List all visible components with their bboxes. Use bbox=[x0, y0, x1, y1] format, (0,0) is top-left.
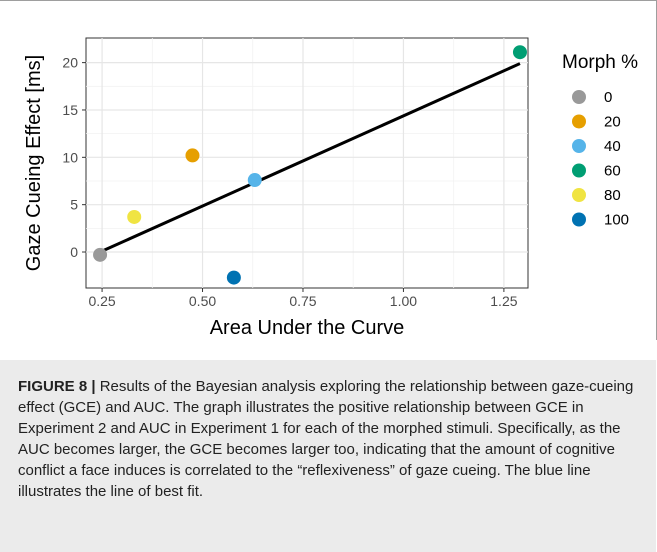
y-axis-label: Gaze Cueing Effect [ms] bbox=[23, 55, 45, 271]
figure-caption: FIGURE 8 | Results of the Bayesian analy… bbox=[18, 376, 643, 502]
data-point-60 bbox=[512, 45, 527, 60]
legend-key-60 bbox=[572, 163, 586, 178]
data-points bbox=[93, 45, 527, 285]
x-axis-label: Area Under the Curve bbox=[210, 317, 405, 339]
y-tick-label: 5 bbox=[70, 197, 78, 213]
data-point-40 bbox=[247, 173, 262, 188]
x-tick-label: 1.00 bbox=[390, 293, 417, 309]
y-tick-label: 0 bbox=[70, 244, 78, 260]
y-tick-label: 15 bbox=[62, 102, 78, 118]
legend: 0 20 40 60 80 100 bbox=[572, 89, 629, 229]
legend-key-40 bbox=[572, 139, 586, 153]
x-tick-label: 1.25 bbox=[490, 293, 517, 309]
y-tick-label: 10 bbox=[62, 149, 78, 165]
x-axis: 0.25 0.50 0.75 1.00 1.25 bbox=[88, 288, 518, 309]
caption-box bbox=[0, 360, 656, 552]
legend-key-20 bbox=[572, 114, 586, 129]
legend-label-100: 100 bbox=[604, 212, 629, 229]
x-tick-label: 0.25 bbox=[88, 293, 115, 309]
data-point-80 bbox=[127, 209, 142, 224]
legend-label-60: 60 bbox=[604, 163, 621, 180]
plot-panel bbox=[85, 37, 529, 289]
grid-lines bbox=[86, 38, 528, 288]
x-tick-label: 0.75 bbox=[289, 293, 316, 309]
caption-text: Results of the Bayesian analysis explori… bbox=[18, 378, 634, 500]
fit-line-group bbox=[99, 62, 521, 254]
data-point-0 bbox=[93, 247, 108, 262]
y-tick-label: 20 bbox=[62, 55, 78, 71]
scatter-chart: 0.25 0.50 0.75 1.00 1.25 0 5 10 15 20 Area Under… bbox=[23, 37, 638, 339]
figure-label: FIGURE 8 | bbox=[18, 378, 96, 395]
legend-key-0 bbox=[572, 90, 586, 104]
legend-key-80 bbox=[572, 188, 586, 202]
legend-title: Morph % bbox=[562, 52, 638, 73]
legend-label-0: 0 bbox=[604, 89, 612, 106]
x-tick-label: 0.50 bbox=[189, 293, 216, 309]
fit-line bbox=[99, 62, 521, 254]
data-point-100 bbox=[226, 270, 241, 285]
legend-label-20: 20 bbox=[604, 114, 621, 131]
legend-key-100 bbox=[572, 212, 586, 227]
data-point-20 bbox=[185, 148, 200, 163]
y-axis: 0 5 10 15 20 bbox=[62, 55, 86, 260]
legend-label-80: 80 bbox=[604, 187, 621, 204]
legend-label-40: 40 bbox=[604, 138, 621, 155]
